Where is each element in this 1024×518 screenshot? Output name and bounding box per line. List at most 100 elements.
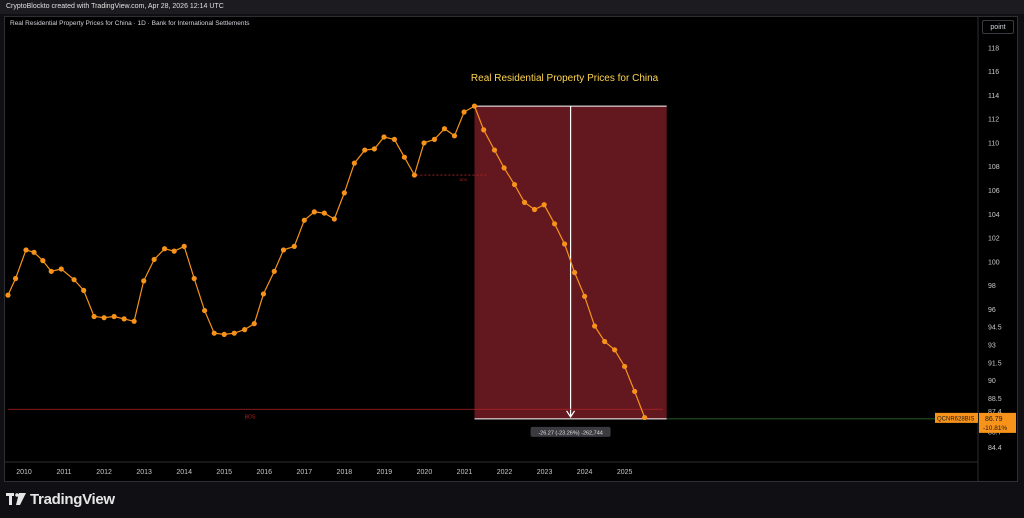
x-tick-label: 2014 [176,469,192,476]
y-tick-label: 116 [988,69,999,76]
footer: TradingView [6,488,115,510]
data-point [301,217,307,223]
x-tick-label: 2024 [577,469,593,476]
y-tick-label: 110 [988,140,999,147]
y-tick-label: 87.4 [988,409,1002,416]
data-point [171,248,177,254]
data-point [431,136,438,142]
data-point [612,347,618,353]
axis-unit-button[interactable]: point [982,20,1014,34]
chart-title: Real Residential Property Prices for Chi… [471,73,659,84]
y-tick-label: 100 [988,259,1000,266]
y-tick-label: 94.5 [988,325,1002,332]
symbol-title: Real Residential Property Prices for Chi… [10,20,250,27]
data-point [371,146,377,152]
data-point [441,126,448,132]
data-point [242,327,248,333]
data-point [581,293,588,299]
y-tick-label: 108 [988,164,1000,171]
x-tick-label: 2019 [377,469,393,476]
data-point [411,172,418,178]
data-point [341,190,347,196]
data-point [521,199,528,205]
y-tick-label: 118 [988,45,999,52]
data-point [141,278,147,284]
data-point [280,247,287,253]
y-tick-label: 98 [988,283,996,290]
bos-label: BOS [245,414,256,420]
data-point [401,154,408,160]
data-point [471,103,478,109]
data-point [381,134,387,140]
data-point [351,160,357,166]
minor-level-label: BOS [460,178,468,182]
data-point [551,221,558,227]
data-point [31,249,37,255]
x-tick-label: 2020 [417,469,433,476]
data-point [231,330,237,336]
data-point [5,292,11,298]
measure-label: -26.27 (-23.26%) -262,744 [538,430,603,436]
x-tick-label: 2012 [96,469,112,476]
data-point [221,331,227,337]
price-tag-change: -10.81% [983,425,1007,432]
data-point [13,275,19,282]
data-point [211,330,217,336]
data-point [58,266,64,272]
y-tick-label: 93 [988,343,996,350]
data-point [40,258,46,264]
x-tick-label: 2016 [256,469,272,476]
data-point [311,209,317,215]
price-tag-bg [979,412,1016,433]
data-point [291,243,297,249]
data-point [501,165,507,171]
data-point [131,318,137,324]
data-point [461,109,467,115]
measure-arrow-head [566,410,576,418]
y-tick-label: 106 [988,188,1000,195]
y-tick-label: 84.4 [988,445,1002,452]
y-tick-label: 104 [988,212,1000,219]
y-tick-label: 112 [988,117,999,124]
y-tick-label: 88.5 [988,396,1002,403]
data-point [191,275,197,282]
x-tick-label: 2017 [297,469,313,476]
data-point [101,315,107,321]
creator-banner: CryptoBlockto created with TradingView.c… [0,0,1024,14]
data-point [531,206,538,213]
data-point [421,140,427,146]
data-point [481,127,487,133]
data-point [121,316,127,322]
x-tick-label: 2022 [497,469,513,476]
price-tag-symbol-bg [935,412,978,423]
data-point [602,338,608,345]
data-point [642,414,648,421]
y-tick-label: 96 [988,307,996,314]
data-point [23,247,29,253]
data-point [491,147,498,153]
y-tick-label: 114 [988,93,999,100]
data-point [91,313,97,320]
measure-label-bg [530,426,611,437]
data-point [202,307,208,314]
x-tick-label: 2013 [136,469,152,476]
data-point [151,256,157,263]
data-point [541,202,547,208]
tradingview-logo-icon [6,493,26,505]
data-point [561,241,568,247]
x-tick-label: 2015 [216,469,232,476]
data-point [571,269,578,276]
data-point [271,268,277,274]
x-tick-label: 2018 [337,469,353,476]
y-tick-label: 90 [988,378,996,385]
x-tick-label: 2023 [537,469,553,476]
brand-name: TradingView [30,490,115,508]
data-point [511,181,518,188]
data-point [111,313,117,320]
data-point [321,210,327,216]
data-point [251,321,257,327]
x-tick-label: 2025 [617,469,633,476]
y-tick-label: 102 [988,236,1000,243]
x-tick-label: 2021 [457,469,473,476]
